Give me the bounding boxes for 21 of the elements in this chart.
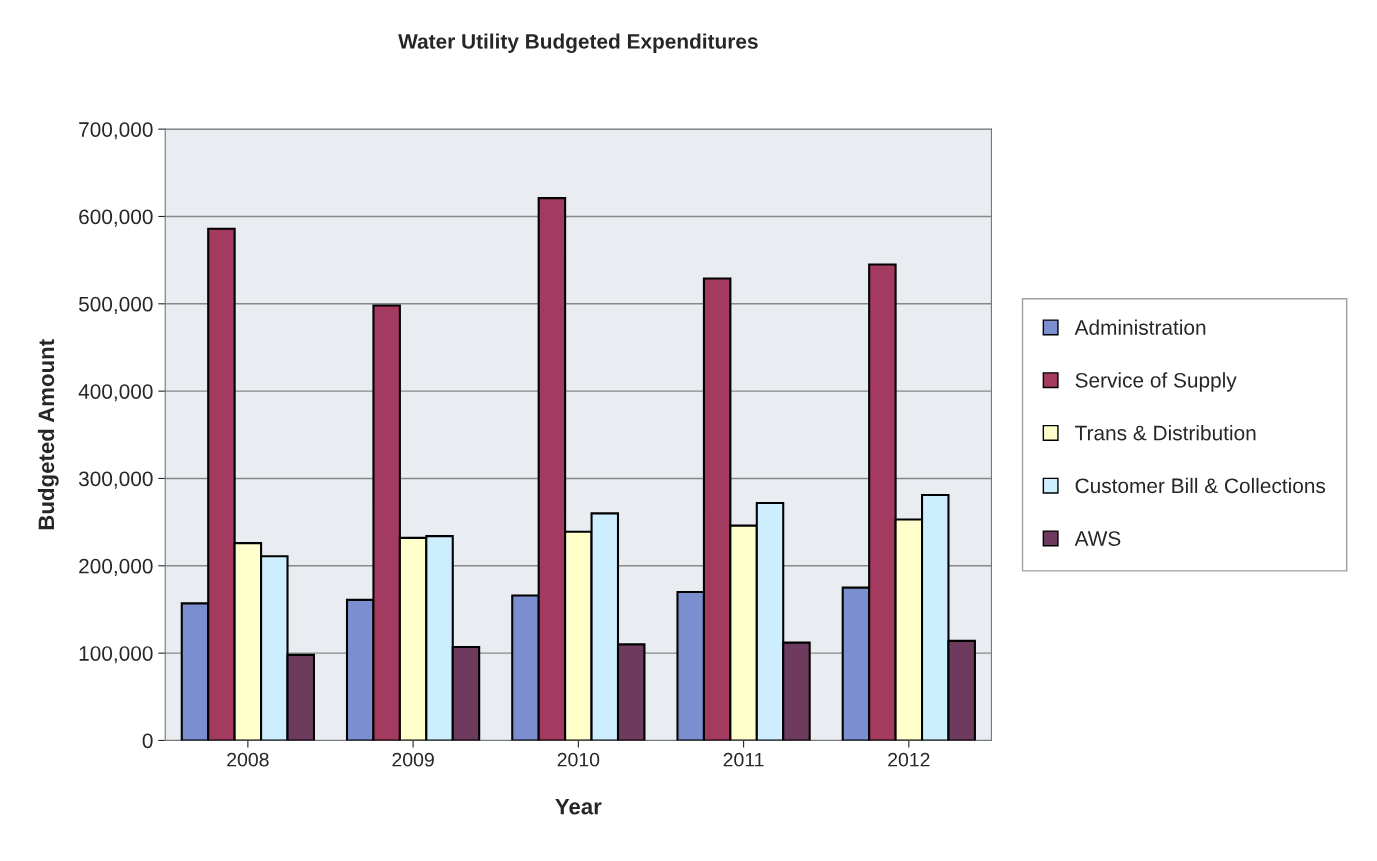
x-axis-title: Year [555,798,602,815]
y-tick-label: 400,000 [78,384,153,402]
x-tick-label: 2011 [723,752,764,767]
legend-label: Trans & Distribution [1075,425,1256,441]
y-tick-label: 200,000 [79,558,153,577]
y-tick-label: 700,000 [79,122,153,140]
y-tick-label: 300,000 [78,471,153,489]
y-axis-title: Budgeted Amount [37,339,59,530]
x-tick-label: 2010 [557,752,600,767]
y-tick-label: 600,000 [79,209,153,227]
chart-title: Water Utility Budgeted Expenditures [398,33,758,54]
y-tick-label: 0 [142,733,153,749]
x-tick-label: 2012 [888,752,930,767]
x-tick-label: 2009 [392,752,434,767]
y-tick-label: 100,000 [79,646,153,664]
x-tick-label: 2008 [227,752,269,767]
legend-label: Service of Supply [1075,372,1237,392]
legend-label: AWS [1074,531,1121,546]
legend-label: Customer Bill & Collections [1075,477,1326,494]
legend-label: Administration [1074,319,1206,335]
y-tick-label: 500,000 [78,296,153,315]
